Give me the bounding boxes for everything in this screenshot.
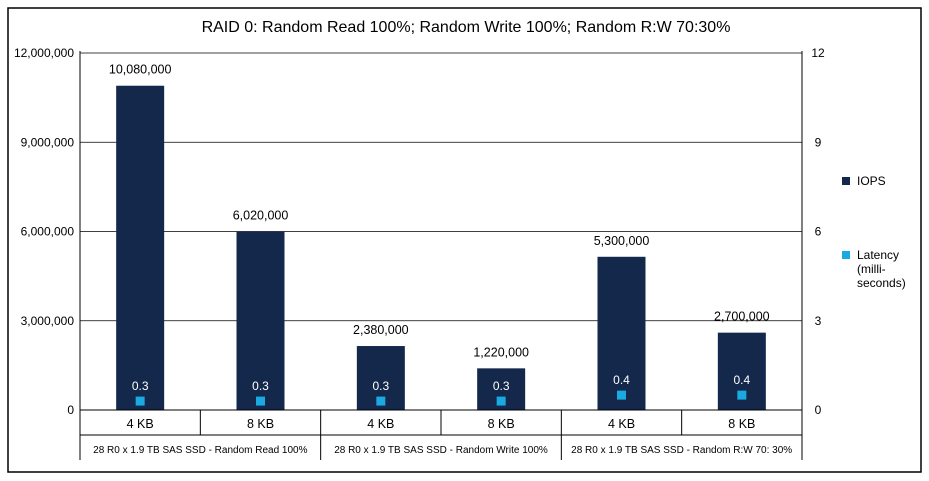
- category-label: 4 KB: [608, 417, 635, 431]
- latency-markers: 0.3 0.3 0.3 0.3 0.4 0.4: [132, 373, 750, 406]
- latency-marker: [135, 396, 145, 406]
- group-label: 28 R0 x 1.9 TB SAS SSD - Random Write 10…: [334, 445, 548, 456]
- latency-data-label: 0.3: [252, 379, 269, 393]
- iops-bar: [116, 85, 165, 410]
- iops-bar: [597, 256, 646, 410]
- latency-marker: [256, 396, 265, 406]
- y-left-tick-label: 9,000,000: [21, 135, 75, 149]
- legend: IOPS Latency(milli-seconds): [842, 174, 906, 290]
- latency-data-label: 0.4: [613, 373, 630, 387]
- y-right-tick-label: 12: [811, 46, 825, 60]
- group-label: 28 R0 x 1.9 TB SAS SSD - Random Read 100…: [93, 445, 307, 456]
- y-left-tick-label: 6,000,000: [21, 225, 75, 239]
- legend-latency-label: Latency: [857, 248, 899, 262]
- iops-data-label: 5,300,000: [594, 234, 650, 248]
- category-label: 8 KB: [488, 417, 515, 431]
- latency-marker: [737, 390, 747, 400]
- y-left-tick-label: 12,000,000: [14, 46, 74, 60]
- latency-marker: [617, 390, 626, 400]
- latency-data-label: 0.4: [733, 373, 750, 387]
- latency-data-label: 0.3: [372, 379, 389, 393]
- y-left-tick-label: 0: [67, 403, 74, 417]
- axes: 0 3,000,000 6,000,000 9,000,000 12,000,000 0 3…: [14, 46, 825, 460]
- iops-bars: 10,080,000 6,020,000 2,380,000 1,220,000 5,3…: [109, 63, 770, 410]
- y-right-tick-label: 3: [815, 314, 822, 328]
- iops-data-label: 2,380,000: [353, 323, 409, 337]
- iops-bar: [236, 231, 285, 410]
- latency-data-label: 0.3: [493, 379, 510, 393]
- y-right-tick-label: 6: [815, 225, 822, 239]
- iops-data-label: 1,220,000: [473, 345, 529, 359]
- category-label: 8 KB: [247, 417, 274, 431]
- legend-latency-swatch: [842, 251, 850, 259]
- group-label: 28 R0 x 1.9 TB SAS SSD - Random R:W 70: …: [571, 445, 792, 456]
- y-left-tick-label: 3,000,000: [21, 314, 75, 328]
- legend-iops-label: IOPS: [857, 174, 886, 188]
- iops-data-label: 10,080,000: [109, 63, 172, 77]
- chart-title: RAID 0: Random Read 100%; Random Write 1…: [202, 19, 731, 36]
- iops-data-label: 6,020,000: [233, 209, 289, 223]
- y-right-tick-label: 9: [815, 135, 822, 149]
- legend-latency-label: (milli-: [857, 262, 886, 276]
- gridlines: [80, 52, 802, 322]
- y-right-tick-label: 0: [815, 403, 822, 417]
- latency-data-label: 0.3: [132, 379, 149, 393]
- latency-marker: [496, 396, 506, 406]
- category-label: 8 KB: [728, 417, 755, 431]
- latency-marker: [376, 396, 386, 406]
- iops-data-label: 2,700,000: [714, 310, 770, 324]
- legend-iops-swatch: [842, 177, 850, 185]
- legend-latency-label: seconds): [857, 276, 906, 290]
- category-label: 4 KB: [367, 417, 394, 431]
- category-label: 4 KB: [127, 417, 154, 431]
